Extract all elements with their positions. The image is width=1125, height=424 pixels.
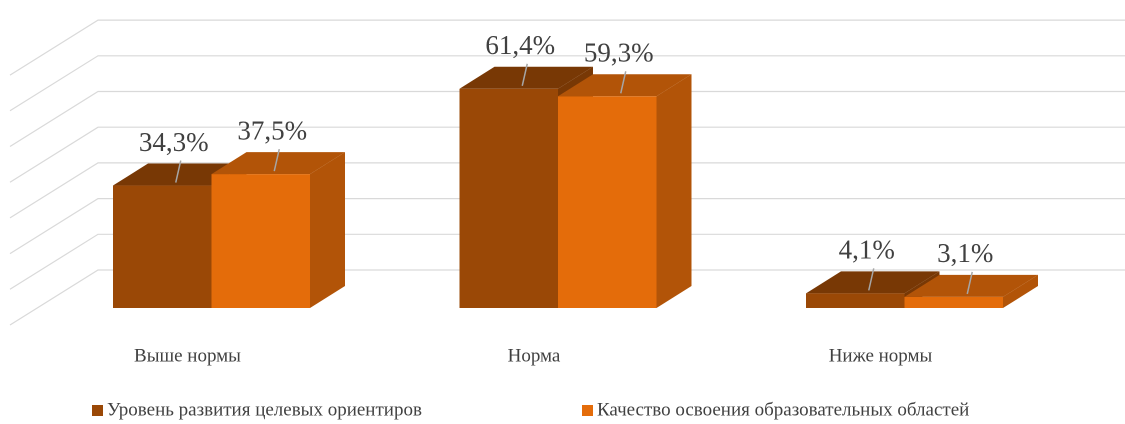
x-tick-label: Ниже нормы	[829, 345, 933, 366]
bar-top	[211, 152, 345, 175]
bar-top	[459, 66, 593, 89]
value-label: 59,3%	[584, 38, 654, 68]
leader-line	[620, 71, 627, 94]
bar-top	[558, 74, 692, 97]
legend-label: Качество освоения образовательных област…	[597, 399, 969, 420]
grid-line	[9, 126, 1125, 183]
x-tick-label: Норма	[508, 345, 561, 366]
leader-line	[521, 63, 528, 86]
value-label: 34,3%	[139, 127, 209, 157]
grid-line	[9, 198, 1125, 255]
bar-side	[1003, 274, 1038, 308]
value-label: 3,1%	[937, 238, 993, 268]
bar-side	[310, 152, 345, 308]
legend-swatch	[582, 405, 593, 416]
bar	[558, 96, 657, 308]
grid-line	[9, 55, 1125, 112]
bar	[459, 88, 558, 308]
grid-line	[9, 233, 1125, 290]
legend-swatch	[92, 405, 103, 416]
bar	[904, 296, 1003, 308]
grid-line	[9, 19, 1125, 76]
value-label: 4,1%	[839, 235, 895, 265]
bar	[806, 293, 905, 308]
value-label: 61,4%	[485, 30, 555, 60]
grid-line	[9, 90, 1125, 148]
bar	[211, 174, 310, 308]
bar	[113, 185, 212, 308]
grid-line	[9, 269, 1125, 326]
leader-line	[273, 148, 280, 172]
grid-line	[9, 162, 1125, 219]
bar-top	[904, 274, 1038, 297]
leader-line	[175, 160, 182, 183]
x-tick-label: Выше нормы	[134, 345, 241, 366]
bar-side	[656, 74, 692, 308]
leader-line	[966, 271, 973, 295]
value-label: 37,5%	[237, 115, 307, 145]
leader-line	[868, 268, 875, 291]
bar-top	[806, 271, 940, 294]
legend-label: Уровень развития целевых ориентиров	[107, 399, 422, 420]
